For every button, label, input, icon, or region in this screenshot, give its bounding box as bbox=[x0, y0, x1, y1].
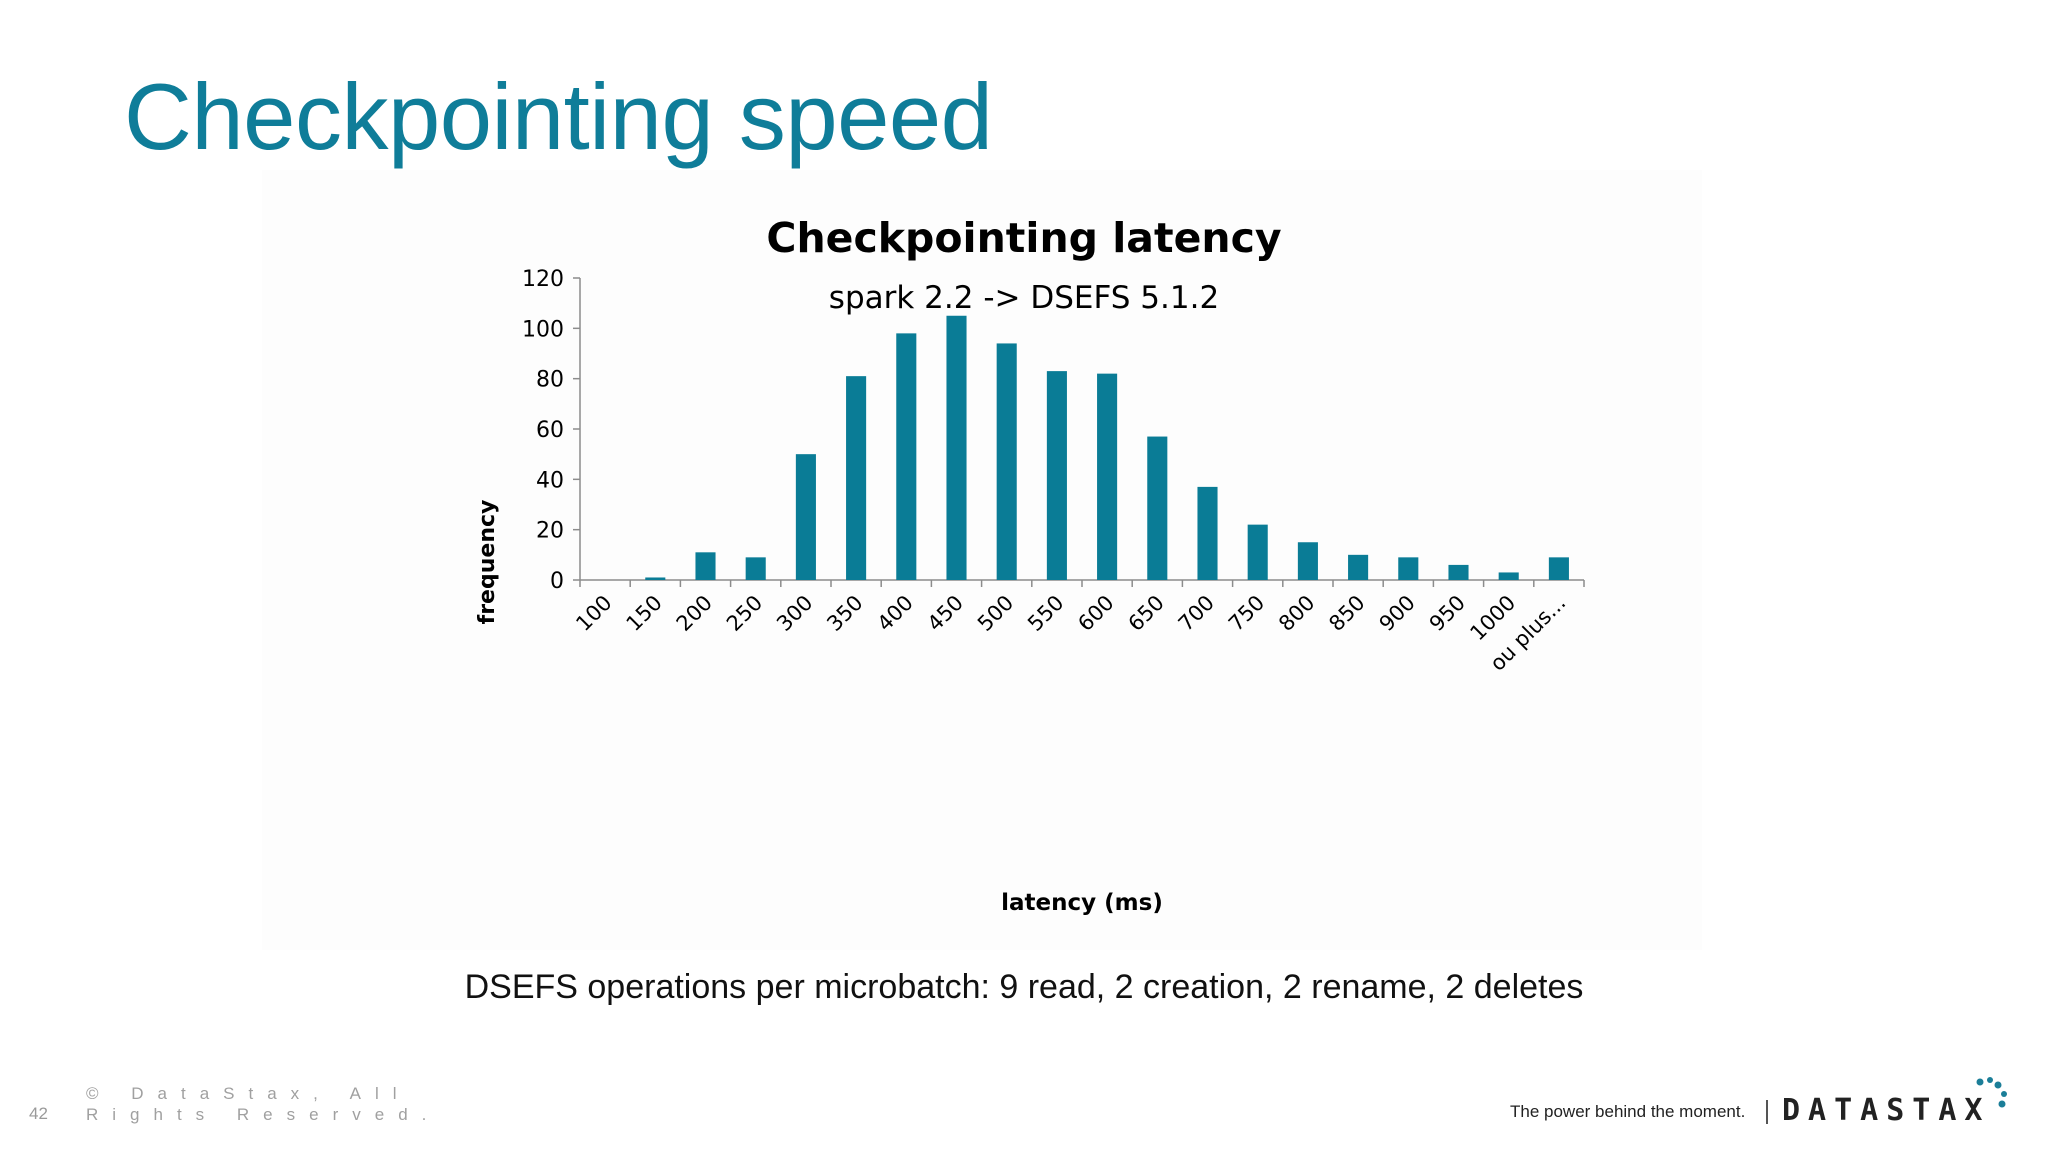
histogram-bar bbox=[1147, 436, 1168, 580]
histogram-bar bbox=[896, 333, 917, 580]
histogram-bar bbox=[1247, 524, 1268, 580]
x-tick-label: 100 bbox=[571, 591, 616, 636]
slide-title: Checkpointing speed bbox=[124, 64, 993, 169]
histogram-bar bbox=[996, 343, 1017, 580]
histogram-bar bbox=[645, 577, 666, 580]
x-tick-label: 900 bbox=[1375, 591, 1420, 636]
histogram-bar bbox=[846, 376, 867, 580]
histogram-bar bbox=[946, 315, 967, 580]
brand-tagline: The power behind the moment. bbox=[1510, 1102, 1746, 1121]
chart-subtitle: spark 2.2 -> DSEFS 5.1.2 bbox=[829, 280, 1219, 316]
x-tick-label: 850 bbox=[1324, 591, 1369, 636]
slide-caption: DSEFS operations per microbatch: 9 read,… bbox=[464, 968, 1584, 1006]
y-tick-label: 40 bbox=[536, 468, 564, 493]
copyright-notice: © DataStax, All Rights Reserved. bbox=[86, 1083, 426, 1125]
histogram-bar bbox=[1097, 373, 1118, 580]
page-number: 42 bbox=[29, 1104, 48, 1123]
x-tick-label: 150 bbox=[622, 591, 667, 636]
copyright-line-1: © DataStax, All bbox=[86, 1084, 411, 1103]
x-tick-label: 800 bbox=[1274, 591, 1319, 636]
x-tick-label: 200 bbox=[672, 591, 717, 636]
histogram-bar bbox=[795, 454, 816, 580]
copyright-line-2: Rights Reserved. bbox=[86, 1105, 441, 1124]
y-tick-label: 80 bbox=[536, 368, 564, 393]
histogram-bar bbox=[1498, 572, 1519, 580]
datastax-dots-icon bbox=[1976, 1077, 2007, 1108]
brand-divider bbox=[1766, 1100, 1768, 1124]
y-tick-label: 120 bbox=[522, 267, 564, 292]
x-tick-label: 750 bbox=[1224, 591, 1269, 636]
x-tick-label: 350 bbox=[822, 591, 867, 636]
x-axis-label: latency (ms) bbox=[1001, 890, 1163, 916]
y-tick-label: 60 bbox=[536, 418, 564, 443]
y-tick-label: 20 bbox=[536, 519, 564, 544]
x-tick-label: 250 bbox=[722, 591, 767, 636]
x-tick-label: 400 bbox=[873, 591, 918, 636]
histogram-bar bbox=[1448, 564, 1469, 580]
y-axis-label: frequency bbox=[475, 500, 500, 625]
x-tick-label: 950 bbox=[1425, 591, 1470, 636]
x-tick-label: 650 bbox=[1124, 591, 1169, 636]
x-tick-label: 300 bbox=[772, 591, 817, 636]
chart-area: Checkpointing latency spark 2.2 -> DSEFS… bbox=[262, 170, 1702, 950]
histogram-bar bbox=[1197, 486, 1218, 580]
x-tick-label: 550 bbox=[1023, 591, 1068, 636]
histogram-bar bbox=[1398, 557, 1419, 580]
histogram-bar bbox=[695, 552, 716, 580]
x-tick-label: 600 bbox=[1073, 591, 1118, 636]
x-tick-label: 500 bbox=[973, 591, 1018, 636]
histogram-bar bbox=[1046, 371, 1067, 580]
histogram-bar bbox=[1297, 542, 1318, 580]
histogram-bar bbox=[1348, 554, 1369, 580]
x-tick-label: 450 bbox=[923, 591, 968, 636]
y-tick-label: 0 bbox=[550, 569, 564, 594]
y-tick-label: 100 bbox=[522, 317, 564, 342]
x-tick-label: 700 bbox=[1174, 591, 1219, 636]
datastax-logo-text: DATASTAX bbox=[1782, 1093, 1991, 1128]
latency-histogram: Checkpointing latency spark 2.2 -> DSEFS… bbox=[475, 214, 1585, 916]
chart-title: Checkpointing latency bbox=[766, 214, 1281, 262]
histogram-bar bbox=[1548, 557, 1569, 580]
histogram-bar bbox=[745, 557, 766, 580]
